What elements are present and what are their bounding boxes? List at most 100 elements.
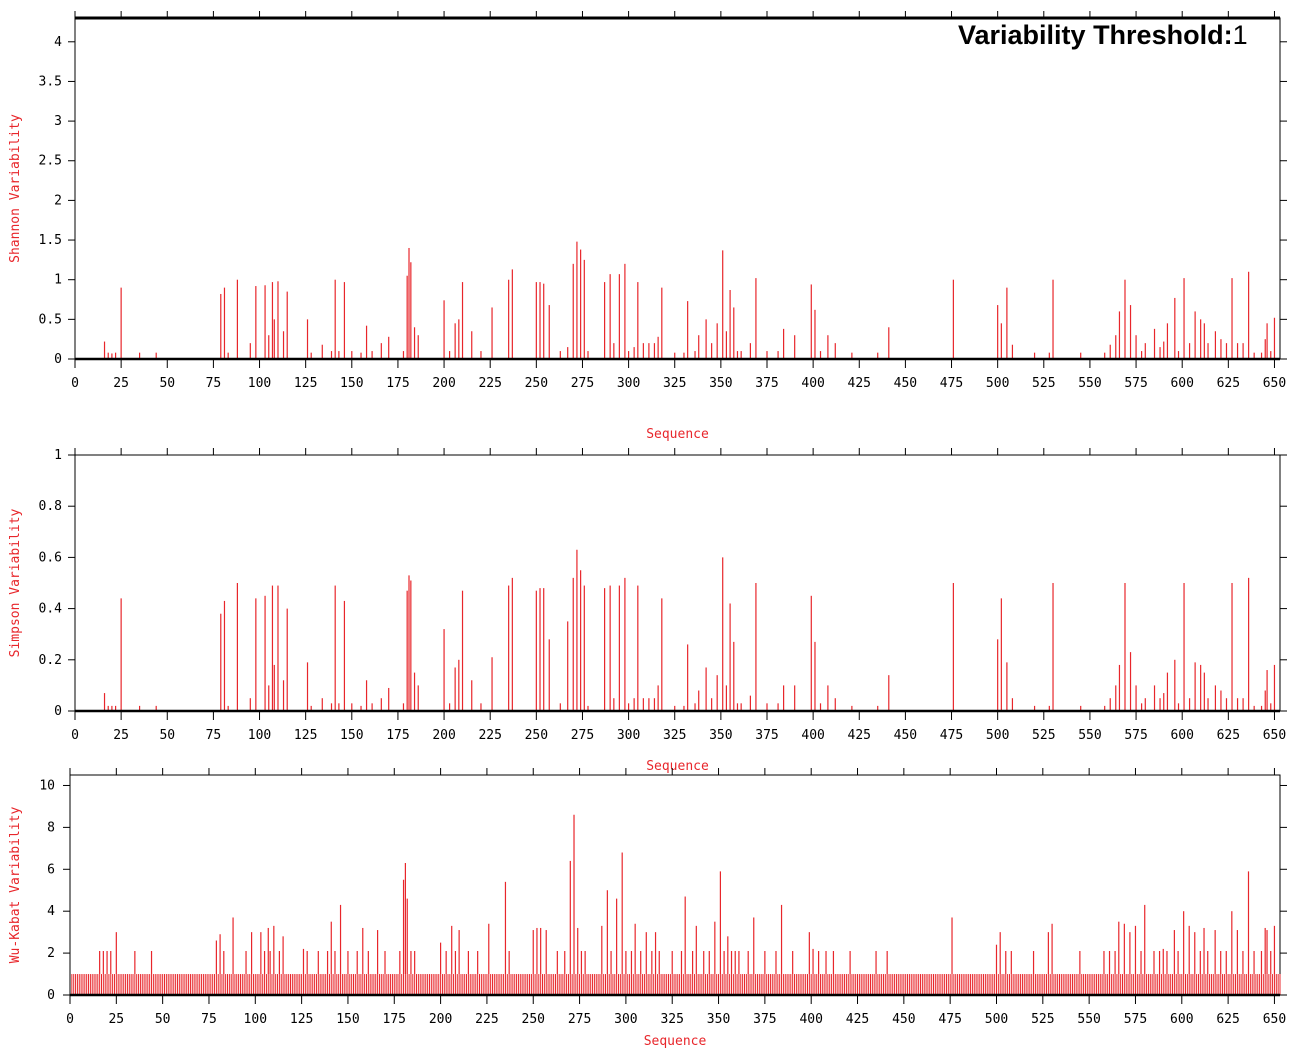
y-axis-title: Wu-Kabat Variability [8,807,23,964]
y-tick-label: 0.5 [39,312,62,327]
x-tick-label: 250 [525,728,548,743]
y-tick-label: 1 [54,448,62,463]
x-axis-title: Sequence [646,759,709,774]
x-tick-label: 225 [478,728,501,743]
x-tick-label: 475 [938,1012,961,1027]
x-tick-label: 600 [1170,728,1193,743]
x-tick-label: 450 [892,1012,915,1027]
x-tick-label: 625 [1216,1012,1239,1027]
x-tick-label: 550 [1078,376,1101,391]
x-tick-label: 650 [1263,728,1286,743]
x-tick-label: 425 [848,376,871,391]
threshold-label: Variability Threshold: [958,20,1233,50]
x-tick-label: 25 [113,376,129,391]
x-tick-label: 525 [1032,728,1055,743]
x-tick-label: 50 [159,376,175,391]
x-tick-label: 75 [206,376,222,391]
x-tick-label: 400 [799,1012,822,1027]
x-tick-label: 500 [986,728,1009,743]
x-tick-label: 550 [1078,728,1101,743]
x-tick-label: 450 [894,728,917,743]
y-tick-label: 4 [54,35,62,50]
x-tick-label: 350 [709,376,732,391]
x-tick-label: 100 [248,376,271,391]
y-tick-label: 8 [47,820,55,835]
y-axis-title: Simpson Variability [8,508,23,657]
x-tick-label: 350 [707,1012,730,1027]
y-tick-label: 3.5 [39,74,62,89]
x-tick-label: 625 [1217,728,1240,743]
y-tick-label: 0.4 [39,602,63,617]
x-tick-label: 625 [1217,376,1240,391]
x-tick-label: 125 [294,376,317,391]
x-tick-label: 375 [755,376,778,391]
y-tick-label: 2 [47,946,55,961]
threshold-value: 1 [1232,20,1248,50]
y-tick-label: 2 [54,193,62,208]
y-tick-label: 0 [54,704,62,719]
y-tick-label: 6 [47,862,55,877]
variability-threshold-annotation: Variability Threshold:1 [958,20,1248,51]
x-tick-label: 150 [336,1012,359,1027]
y-tick-label: 2.5 [39,154,62,169]
x-tick-label: 325 [663,376,686,391]
x-tick-label: 50 [155,1012,171,1027]
x-tick-label: 100 [248,728,271,743]
x-tick-label: 400 [801,728,824,743]
x-tick-label: 250 [525,376,548,391]
x-tick-label: 75 [206,728,222,743]
x-tick-label: 175 [386,728,409,743]
x-tick-label: 325 [663,728,686,743]
x-tick-label: 150 [340,728,363,743]
y-tick-label: 0.2 [39,653,62,668]
x-tick-label: 400 [801,376,824,391]
x-tick-label: 0 [71,728,79,743]
x-tick-label: 375 [755,728,778,743]
x-tick-label: 475 [940,728,963,743]
x-tick-label: 425 [848,728,871,743]
x-tick-label: 550 [1077,1012,1100,1027]
x-tick-label: 325 [660,1012,683,1027]
y-tick-label: 0.8 [39,499,62,514]
x-tick-label: 0 [71,376,79,391]
x-tick-label: 200 [432,728,455,743]
x-tick-label: 500 [985,1012,1008,1027]
x-tick-label: 250 [522,1012,545,1027]
x-tick-label: 275 [571,728,594,743]
x-tick-label: 575 [1124,1012,1147,1027]
x-tick-label: 25 [113,728,129,743]
x-tick-label: 350 [709,728,732,743]
x-tick-label: 475 [940,376,963,391]
x-tick-label: 375 [753,1012,776,1027]
x-tick-label: 175 [383,1012,406,1027]
x-tick-label: 175 [386,376,409,391]
x-tick-label: 525 [1032,376,1055,391]
x-tick-label: 600 [1170,1012,1193,1027]
x-axis-title: Sequence [644,1034,707,1049]
x-tick-label: 200 [432,376,455,391]
x-tick-label: 0 [66,1012,74,1027]
y-tick-label: 0 [54,352,62,367]
x-tick-label: 500 [986,376,1009,391]
y-tick-label: 1.5 [39,233,62,248]
x-tick-label: 225 [475,1012,498,1027]
x-tick-label: 25 [108,1012,124,1027]
y-axis-title: Shannon Variability [8,114,23,263]
y-tick-label: 0.6 [39,550,62,565]
x-tick-label: 300 [617,376,640,391]
x-tick-label: 300 [614,1012,637,1027]
x-tick-label: 100 [244,1012,267,1027]
x-axis-title: Sequence [646,427,709,442]
x-tick-label: 425 [846,1012,869,1027]
x-tick-label: 650 [1263,1012,1286,1027]
x-tick-label: 125 [290,1012,313,1027]
x-tick-label: 650 [1263,376,1286,391]
y-tick-label: 10 [39,778,55,793]
x-tick-label: 275 [571,376,594,391]
x-tick-label: 150 [340,376,363,391]
x-tick-label: 450 [894,376,917,391]
y-tick-label: 4 [47,904,55,919]
y-tick-label: 1 [54,273,62,288]
x-tick-label: 225 [478,376,501,391]
